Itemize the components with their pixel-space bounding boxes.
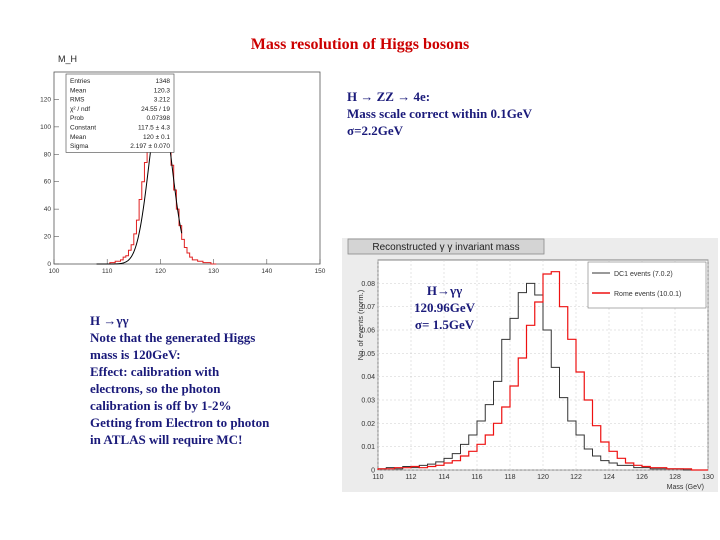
legend-label: Rome events (10.0.1) bbox=[614, 291, 681, 298]
x-tick-label: 112 bbox=[405, 474, 416, 481]
title-box bbox=[347, 238, 545, 255]
y-tick-label: 120 bbox=[40, 96, 51, 103]
legend-label: DC1 events (7.0.2) bbox=[614, 271, 673, 278]
x-tick-label: 126 bbox=[636, 474, 648, 481]
y-tick-label: 0 bbox=[47, 261, 51, 268]
gamma-gamma-note: H →γγ Note that the generated Higgs mass… bbox=[90, 312, 269, 448]
gamma-gamma-fit-annotation: H→γγ 120.96GeV σ= 1.5GeV bbox=[414, 282, 475, 333]
stats-value: 117.5 ± 4.3 bbox=[138, 125, 170, 132]
x-tick-label: 130 bbox=[702, 474, 714, 481]
x-tick-label: 128 bbox=[669, 474, 681, 481]
y-axis-label: No. of events (norm.) bbox=[356, 289, 365, 360]
note-line-6: calibration is off by 1-2% bbox=[90, 398, 232, 413]
stats-box bbox=[65, 73, 175, 153]
y-tick-label: 0.04 bbox=[361, 374, 375, 381]
y-tick-label: 0.02 bbox=[361, 421, 375, 428]
y-tick-label: 0.06 bbox=[361, 328, 375, 335]
zz-annotation: H → ZZ → 4e: Mass scale correct within 0… bbox=[347, 88, 532, 139]
x-tick-label: 124 bbox=[603, 474, 615, 481]
note-line-1: H →γγ bbox=[90, 313, 129, 328]
rome-series bbox=[377, 271, 708, 471]
legend-box bbox=[587, 261, 707, 309]
note-line-4: Effect: calibration with bbox=[90, 364, 220, 379]
stats-value: 0.07398 bbox=[147, 115, 171, 122]
stats-label: Mean bbox=[70, 87, 87, 94]
fit-line-1: H→γγ bbox=[426, 283, 463, 298]
x-tick-label: 116 bbox=[471, 474, 482, 481]
x-axis-label: Mass (GeV) bbox=[667, 484, 704, 491]
stats-label: Entries bbox=[70, 78, 91, 85]
fit-line-2: 120.96GeV bbox=[414, 300, 476, 315]
stats-label: χ² / ndf bbox=[70, 106, 90, 113]
stats-value: 3.212 bbox=[154, 97, 171, 104]
note-line-3: mass is 120GeV: bbox=[90, 347, 181, 362]
stats-value: 1348 bbox=[156, 78, 171, 85]
y-tick-label: 0.07 bbox=[361, 304, 375, 311]
x-tick-label: 110 bbox=[372, 474, 383, 481]
stats-label: Constant bbox=[70, 125, 96, 132]
note-line-5: electrons, so the photon bbox=[90, 381, 221, 396]
y-tick-label: 0.01 bbox=[361, 444, 375, 451]
chart-title: Reconstructed γ γ invariant mass bbox=[372, 242, 519, 253]
zz-line-1: H → ZZ → 4e: bbox=[347, 89, 431, 104]
y-tick-label: 60 bbox=[44, 179, 52, 186]
stats-value: 2.197 ± 0.070 bbox=[130, 143, 170, 150]
x-tick-label: 120 bbox=[537, 474, 549, 481]
x-tick-label: 120 bbox=[155, 268, 166, 275]
zz-line-3: σ=2.2GeV bbox=[347, 123, 403, 138]
y-tick-label: 0.08 bbox=[361, 281, 375, 288]
x-tick-label: 110 bbox=[102, 268, 113, 275]
y-tick-label: 80 bbox=[44, 151, 52, 158]
stats-label: Mean bbox=[70, 134, 87, 141]
chart-title: M_H bbox=[58, 54, 77, 64]
gamma-gamma-mass-chart: Reconstructed γ γ invariant mass 0 0.01 0.0… bbox=[342, 238, 718, 492]
y-tick-label: 20 bbox=[44, 234, 52, 241]
stats-label: RMS bbox=[70, 97, 85, 104]
mh-histogram-chart: M_H 0 20 40 60 80 100 120 100 110 120 130 140 150 Entr… bbox=[40, 54, 326, 275]
x-tick-label: 100 bbox=[49, 268, 60, 275]
dc1-series bbox=[377, 282, 708, 471]
stats-label: Prob bbox=[70, 115, 84, 122]
note-line-7: Getting from Electron to photon bbox=[90, 415, 270, 430]
y-tick-label: 100 bbox=[40, 124, 51, 131]
stats-value: 120 ± 0.1 bbox=[143, 134, 170, 141]
x-tick-label: 118 bbox=[504, 474, 515, 481]
x-tick-label: 122 bbox=[570, 474, 582, 481]
y-tick-label: 40 bbox=[44, 206, 52, 213]
stats-value: 24.55 / 19 bbox=[141, 106, 170, 113]
x-tick-label: 150 bbox=[315, 268, 326, 275]
note-line-2: Note that the generated Higgs bbox=[90, 330, 256, 345]
y-tick-label: 0.03 bbox=[361, 398, 375, 405]
x-tick-label: 114 bbox=[438, 474, 449, 481]
stats-value: 120.3 bbox=[154, 87, 171, 94]
x-tick-label: 130 bbox=[208, 268, 219, 275]
zz-line-2: Mass scale correct within 0.1GeV bbox=[347, 106, 532, 121]
slide-title: Mass resolution of Higgs bosons bbox=[250, 36, 470, 53]
x-tick-label: 140 bbox=[261, 268, 272, 275]
note-line-8: in ATLAS will require MC! bbox=[90, 432, 243, 447]
y-tick-label: 0 bbox=[371, 468, 375, 475]
stats-label: Sigma bbox=[70, 143, 89, 150]
y-tick-label: 0.05 bbox=[361, 351, 375, 358]
fit-line-3: σ= 1.5GeV bbox=[414, 317, 475, 332]
